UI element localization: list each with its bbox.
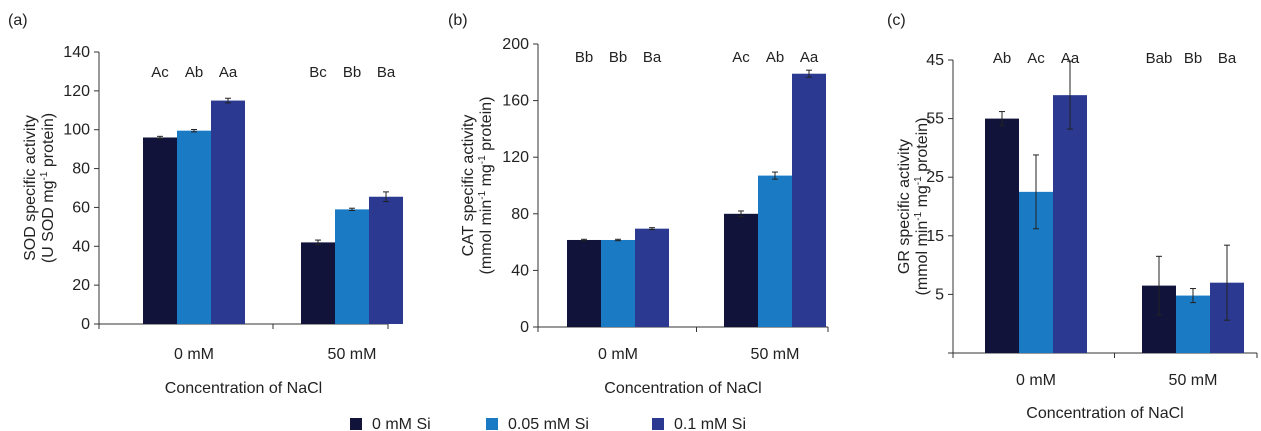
y-tick-label: 140 <box>63 44 90 61</box>
bar <box>792 73 826 327</box>
y-axis-unit: (mmol min-1 mg-1 protein) <box>477 97 495 275</box>
bar <box>335 209 369 324</box>
significance-label: Ac <box>1027 50 1045 67</box>
y-tick-label: 45 <box>926 52 944 69</box>
significance-label: Ab <box>766 49 784 66</box>
y-tick-label: 25 <box>926 169 944 186</box>
y-tick-label: 100 <box>63 122 90 139</box>
bar <box>1053 95 1087 353</box>
legend-swatch <box>652 418 664 430</box>
legend-label: 0 mM Si <box>372 416 431 431</box>
bar <box>143 137 177 324</box>
significance-label: Ba <box>1218 50 1237 67</box>
bar <box>758 175 792 327</box>
bar <box>1176 295 1210 353</box>
legend-swatch <box>350 418 362 430</box>
unit-text: protein) <box>40 113 57 172</box>
y-axis-title: GR specific activity <box>896 139 913 274</box>
x-category-label: 50 mM <box>751 346 800 363</box>
bar <box>177 130 211 324</box>
y-axis-title: CAT specific activity <box>460 115 477 257</box>
bar <box>301 242 335 324</box>
x-axis-title: Concentration of NaCl <box>1026 405 1183 422</box>
unit-text: (U SOD mg <box>40 180 57 263</box>
chart-panel-a: (a) 0 20 40 60 80 100 120 140 Ac Ab Aa 0 mM Bc Bb Ba 50 … <box>8 12 403 397</box>
x-category-label: 0 mM <box>174 346 214 363</box>
bar <box>724 213 758 327</box>
y-axis-unit: (U SOD mg-1 protein) <box>39 113 57 263</box>
significance-label: Bb <box>609 49 627 66</box>
y-tick-label: 55 <box>926 111 944 128</box>
y-tick-label: 160 <box>502 93 529 110</box>
unit-text: protein) <box>478 97 495 156</box>
panel-label: (c) <box>887 12 906 29</box>
y-tick-label: 80 <box>511 206 529 223</box>
legend-label: 0.1 mM Si <box>674 416 746 431</box>
y-tick-label: 60 <box>72 199 90 216</box>
significance-label: Ac <box>732 49 750 66</box>
unit-superscript: -1 <box>913 176 924 185</box>
bar <box>567 239 601 327</box>
y-tick-label: 0 <box>520 319 529 336</box>
unit-superscript: -1 <box>477 155 488 164</box>
unit-superscript: -1 <box>39 171 50 180</box>
significance-label: Bb <box>343 64 361 81</box>
significance-label: Ba <box>643 49 662 66</box>
significance-label: Ab <box>993 50 1011 67</box>
y-tick-label: 5 <box>935 286 944 303</box>
legend-swatch <box>486 418 498 430</box>
x-axis-title: Concentration of NaCl <box>165 380 322 397</box>
significance-label: Bc <box>309 64 327 81</box>
significance-label: Ba <box>377 64 396 81</box>
bar <box>985 118 1019 353</box>
significance-label: Aa <box>1061 50 1080 67</box>
bar <box>211 100 245 324</box>
significance-label: Bb <box>1184 50 1202 67</box>
legend-label: 0.05 mM Si <box>508 416 589 431</box>
y-tick-label: 80 <box>72 161 90 178</box>
y-tick-label: 40 <box>511 262 529 279</box>
unit-text: mg <box>478 164 495 191</box>
y-axis-title: SOD specific activity <box>22 115 39 261</box>
chart-panel-b: (b) 0 40 80 120 160 200 Bb Bb Ba 0 mM Ac Ab Aa 50 mM Co… <box>448 12 829 397</box>
x-category-label: 50 mM <box>328 346 377 363</box>
y-tick-label: 120 <box>502 149 529 166</box>
y-tick-label: 120 <box>63 83 90 100</box>
panel-label: (a) <box>8 12 28 29</box>
significance-label: Ac <box>151 64 169 81</box>
y-axis-unit: (mmol min-1 mg-1 protein) <box>913 118 931 296</box>
significance-label: Bab <box>1146 50 1173 67</box>
unit-superscript: -1 <box>477 190 488 199</box>
bar <box>635 228 669 327</box>
x-category-label: 0 mM <box>598 346 638 363</box>
panel-label: (b) <box>448 12 468 29</box>
unit-text: protein) <box>914 118 931 177</box>
legend: 0 mM Si 0.05 mM Si 0.1 mM Si <box>350 416 746 431</box>
x-category-label: 0 mM <box>1016 372 1056 389</box>
chart-panel-c: (c) 5 15 25 55 45 Ab Ac Aa 0 mM Bab Bb Ba 50 mM Concen… <box>887 12 1258 422</box>
y-tick-label: 200 <box>502 36 529 53</box>
bar <box>601 239 635 327</box>
bar <box>369 196 403 324</box>
y-tick-label: 40 <box>72 238 90 255</box>
y-tick-label: 20 <box>72 277 90 294</box>
significance-label: Bb <box>575 49 593 66</box>
unit-text: (mmol min <box>914 221 931 296</box>
unit-text: (mmol min <box>478 200 495 275</box>
significance-label: Aa <box>219 64 238 81</box>
significance-label: Aa <box>800 49 819 66</box>
significance-label: Ab <box>185 64 203 81</box>
x-category-label: 50 mM <box>1169 372 1218 389</box>
unit-superscript: -1 <box>913 211 924 220</box>
x-axis-title: Concentration of NaCl <box>604 380 761 397</box>
unit-text: mg <box>914 185 931 212</box>
y-tick-label: 15 <box>926 228 944 245</box>
y-tick-label: 0 <box>81 316 90 333</box>
